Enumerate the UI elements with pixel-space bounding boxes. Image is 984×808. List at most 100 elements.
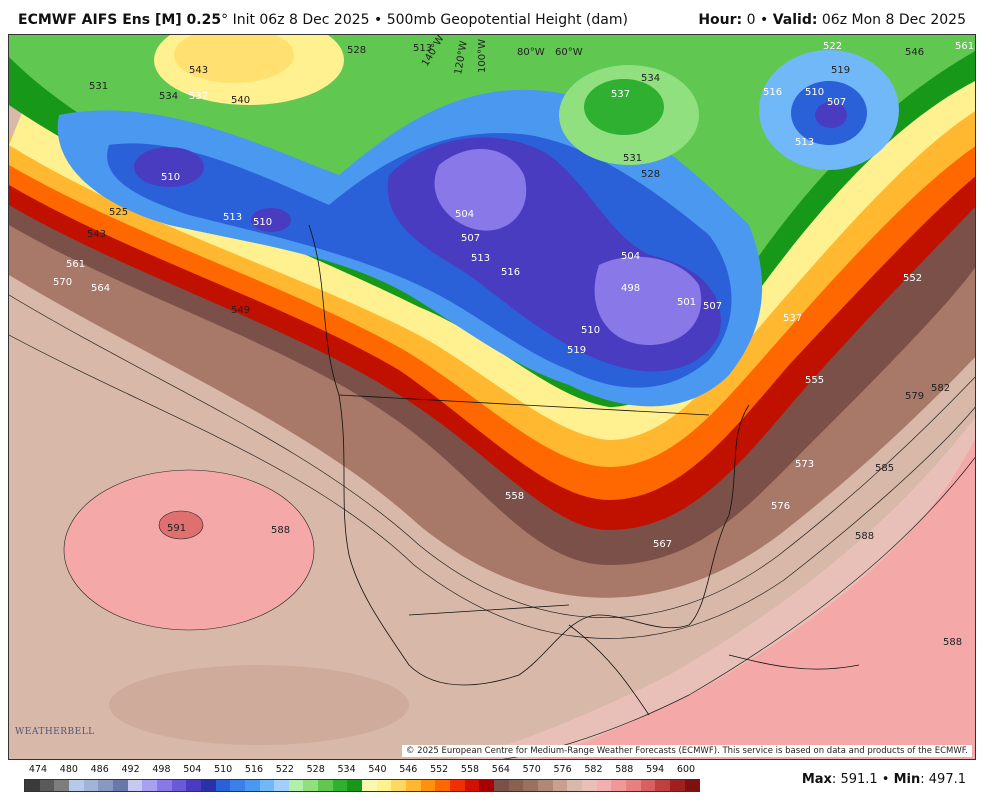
label-567: 567 xyxy=(653,539,672,550)
colorbar-tick-label: 564 xyxy=(491,764,510,775)
label-513-c: 513 xyxy=(795,137,814,148)
hour-label: Hour: xyxy=(698,12,743,28)
label-591: 591 xyxy=(167,523,186,534)
colorbar-tick-label: 588 xyxy=(615,764,634,775)
init-time: Init 06z 8 Dec 2025 xyxy=(232,12,370,28)
colorbar-swatch xyxy=(142,780,157,791)
model-name: ECMWF AIFS Ens [M] 0.25 xyxy=(18,12,222,28)
height-map-svg: 543 540 537 534 531 528 525 510 513 510 … xyxy=(9,35,975,759)
high-540-alaska xyxy=(174,35,294,83)
colorbar-tick-label: 504 xyxy=(183,764,202,775)
coastline-caribbean xyxy=(728,654,860,670)
colorbar-swatch xyxy=(435,780,451,791)
colorbar-swatch xyxy=(391,780,407,791)
lon-100w: 100°W xyxy=(477,39,488,73)
colorbar-tick-label: 582 xyxy=(584,764,603,775)
border-canada-usa xyxy=(338,394,710,416)
colorbar-swatch xyxy=(332,780,348,791)
label-537: 537 xyxy=(189,91,208,102)
label-576: 576 xyxy=(771,501,790,512)
colorbar-swatch xyxy=(127,780,143,791)
label-543-b: 543 xyxy=(87,229,106,240)
hour-value: 0 xyxy=(746,12,756,28)
label-552: 552 xyxy=(903,273,922,284)
label-510-b: 510 xyxy=(253,217,272,228)
max-value: 591.1 xyxy=(840,772,878,787)
colorbar-swatch xyxy=(625,780,641,791)
colorbar-swatch xyxy=(215,780,231,791)
colorbar-swatch xyxy=(274,780,289,791)
label-498: 498 xyxy=(621,283,640,294)
colorbar-swatch xyxy=(186,780,201,791)
colorbar-tick-label: 600 xyxy=(676,764,696,775)
bullet-sep: • xyxy=(374,12,383,28)
min-value: 497.1 xyxy=(928,772,966,787)
label-507-c: 507 xyxy=(827,97,846,108)
label-510-a: 510 xyxy=(161,172,180,183)
colorbar-swatch xyxy=(479,780,494,791)
colorbar-swatch xyxy=(537,780,553,791)
colorbar-swatch xyxy=(318,780,333,791)
colorbar-swatch xyxy=(98,780,113,791)
colorbar-swatch xyxy=(39,780,55,791)
label-528-b: 528 xyxy=(641,169,660,180)
label-534: 534 xyxy=(159,91,178,102)
header: ECMWF AIFS Ens [M] 0.25° Init 06z 8 Dec … xyxy=(0,0,984,34)
label-558: 558 xyxy=(505,491,524,502)
colorbar-tick-label: 510 xyxy=(214,764,233,775)
colorbar-swatch xyxy=(552,780,568,791)
contour-579 xyxy=(9,334,975,639)
label-516: 516 xyxy=(763,87,782,98)
degree-mark: ° xyxy=(221,12,229,28)
colorbar-swatch xyxy=(655,780,670,791)
colorbar-tick-label: 522 xyxy=(275,764,294,775)
lon-80w: 80°W xyxy=(517,47,545,58)
label-519-b: 519 xyxy=(831,65,850,76)
label-585: 585 xyxy=(875,463,894,474)
min-label: Min xyxy=(893,772,921,787)
contour-576 xyxy=(9,294,975,619)
label-588-a: 588 xyxy=(855,531,874,542)
high-591-west xyxy=(158,510,204,540)
label-537-c: 537 xyxy=(783,313,802,324)
weatherbell-logo: WEATHERBELL xyxy=(15,727,95,737)
label-540: 540 xyxy=(231,95,250,106)
colorbar-tick-label: 576 xyxy=(553,764,572,775)
colorbar-tick-label: 570 xyxy=(522,764,541,775)
colorbar-swatch xyxy=(68,780,84,791)
band-552 xyxy=(9,136,975,500)
colorbar-swatch xyxy=(112,780,128,791)
label-549: 549 xyxy=(231,305,250,316)
colorbar-swatch xyxy=(303,780,319,791)
colorbar-swatch xyxy=(464,780,480,791)
map-title: ECMWF AIFS Ens [M] 0.25° Init 06z 8 Dec … xyxy=(18,12,628,28)
colorbar-swatch xyxy=(611,780,626,791)
label-504-a: 504 xyxy=(455,209,474,220)
band-546 xyxy=(9,106,975,467)
colorbar-swatch xyxy=(420,780,436,791)
colorbar-tick-label: 474 xyxy=(28,764,48,775)
colorbar-swatch xyxy=(171,780,187,791)
label-516-b: 516 xyxy=(501,267,520,278)
low-507-ne xyxy=(815,102,847,128)
colorbar-swatch xyxy=(669,780,685,791)
coastlines xyxy=(308,224,860,716)
colorbar-labels: 474 480 486 492 498 504 510 516 522 528 534 540 546 5… xyxy=(24,764,700,778)
colorbar-tick-label: 516 xyxy=(244,764,264,775)
label-564: 564 xyxy=(91,283,110,294)
colorbar-swatch xyxy=(523,780,538,791)
label-513-b: 513 xyxy=(471,253,490,264)
label-588-c: 588 xyxy=(271,525,290,536)
label-513-d: 513 xyxy=(413,43,432,54)
label-546: 546 xyxy=(905,47,924,58)
band-trough-south xyxy=(109,665,409,745)
valid-label: Valid: xyxy=(772,12,818,28)
colorbar-swatch xyxy=(376,780,392,791)
label-537-b: 537 xyxy=(611,89,630,100)
label-528: 528 xyxy=(347,45,366,56)
colorbar-tick-label: 558 xyxy=(460,764,480,775)
colorbar-swatch xyxy=(54,780,69,791)
label-570: 570 xyxy=(53,277,72,288)
band-591-east xyxy=(535,438,975,759)
colorbar-swatch xyxy=(450,780,465,791)
